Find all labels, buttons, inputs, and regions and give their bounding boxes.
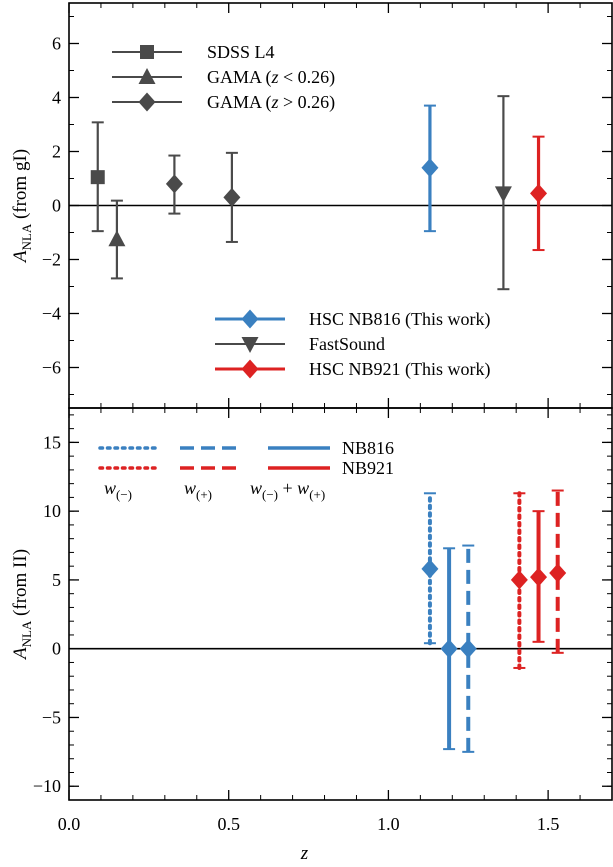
y-tick-label: −10: [33, 776, 61, 796]
y-label-sub: NLA: [19, 223, 34, 250]
data-point: [530, 567, 548, 587]
y-tick-label: 10: [43, 501, 61, 521]
legend-entry: GAMA (z < 0.26): [112, 67, 335, 88]
series-gama-z-0-26-: [165, 151, 241, 243]
legend-marker: [241, 337, 259, 353]
bottom-panel-frame: [68, 407, 613, 801]
legend-entry: HSC NB816 (This work): [215, 309, 491, 330]
y-label-main: A: [10, 250, 31, 264]
y-label-rest: (from II): [10, 549, 31, 621]
series-gama-z-0-26-: [108, 199, 126, 280]
legend-label: HSC NB921 (This work): [309, 359, 491, 380]
x-tick-label: 0.0: [58, 814, 81, 834]
top-y-axis-label: ANLA (from gI): [10, 149, 34, 264]
data-point: [223, 187, 241, 207]
y-tick-label: −6: [42, 358, 61, 378]
legend-label: SDSS L4: [207, 42, 275, 62]
legend-entry: HSC NB921 (This work): [215, 359, 491, 380]
top-legend-left: SDSS L4 GAMA (z < 0.26) GAMA (z > 0.26): [112, 42, 335, 113]
data-point: [459, 639, 477, 659]
legend-marker: [138, 92, 156, 112]
bottom-data-points: [421, 489, 567, 753]
y-tick-label: −5: [42, 707, 61, 727]
x-tick-label: 1.0: [377, 814, 400, 834]
legend-label: NB921: [342, 458, 394, 478]
y-tick-label: −4: [42, 304, 61, 324]
data-point: [440, 639, 458, 659]
y-tick-label: 15: [43, 432, 61, 452]
data-point: [108, 230, 126, 247]
data-point: [165, 174, 183, 194]
series-fastsound: [494, 95, 512, 291]
top-x-ticks: [68, 3, 613, 408]
legend-label: GAMA (z < 0.26): [207, 67, 335, 88]
legend-entry: SDSS L4: [112, 42, 275, 62]
data-point: [90, 170, 105, 185]
legend-style-label: w(+): [184, 478, 212, 502]
data-point: [549, 563, 567, 583]
data-point: [421, 559, 439, 579]
y-ticks: 15 10 5 0 −5 −10: [33, 432, 612, 796]
top-data-points: [90, 95, 548, 291]
x-axis-label: z: [300, 843, 309, 864]
legend-style-label: w(−): [104, 478, 132, 502]
legend-marker: [241, 309, 259, 329]
y-tick-label: 2: [52, 142, 61, 162]
x-tick-label: 0.5: [217, 814, 240, 834]
y-label-rest: (from gI): [10, 149, 31, 224]
top-legend-right: HSC NB816 (This work) FastSound HSC NB921 …: [215, 309, 491, 380]
y-label-main: A: [10, 647, 31, 661]
legend-label: GAMA (z > 0.26): [207, 92, 335, 113]
legend-marker: [138, 68, 156, 84]
legend-entry: GAMA (z > 0.26): [112, 92, 335, 113]
legend-entry: FastSound: [215, 334, 385, 354]
bottom-x-ticks: 0.0 0.5 1.0 1.5: [58, 408, 613, 834]
x-tick-label: 1.5: [537, 814, 560, 834]
legend-style-label: w(−) + w(+): [250, 478, 325, 502]
y-tick-label: 6: [52, 34, 61, 54]
y-tick-label: −2: [42, 250, 61, 270]
data-point: [510, 570, 528, 590]
series-nb921: [510, 489, 567, 670]
series-nb816: [421, 491, 477, 753]
series-hsc-nb921-this-work-: [530, 135, 548, 252]
error-bar: [513, 491, 526, 670]
data-point: [421, 158, 439, 178]
legend-label: NB816: [342, 438, 394, 458]
bottom-y-axis-label: ANLA (from II): [10, 549, 34, 661]
data-point: [530, 183, 548, 203]
legend-marker: [140, 45, 154, 59]
y-tick-label: 5: [52, 570, 61, 590]
legend-label: HSC NB816 (This work): [309, 309, 491, 330]
y-tick-label: 4: [52, 88, 61, 108]
data-point: [494, 186, 512, 203]
series-hsc-nb816-this-work-: [421, 104, 439, 233]
error-bar: [462, 544, 475, 753]
error-bar: [551, 489, 564, 654]
bottom-minor-y-ticks: [69, 414, 612, 801]
legend-marker: [241, 359, 259, 379]
y-tick-label: 0: [52, 196, 61, 216]
series-sdss-l4: [90, 121, 105, 233]
y-tick-label: 0: [52, 639, 61, 659]
y-label-sub: NLA: [19, 620, 34, 647]
legend-label: FastSound: [309, 334, 385, 354]
